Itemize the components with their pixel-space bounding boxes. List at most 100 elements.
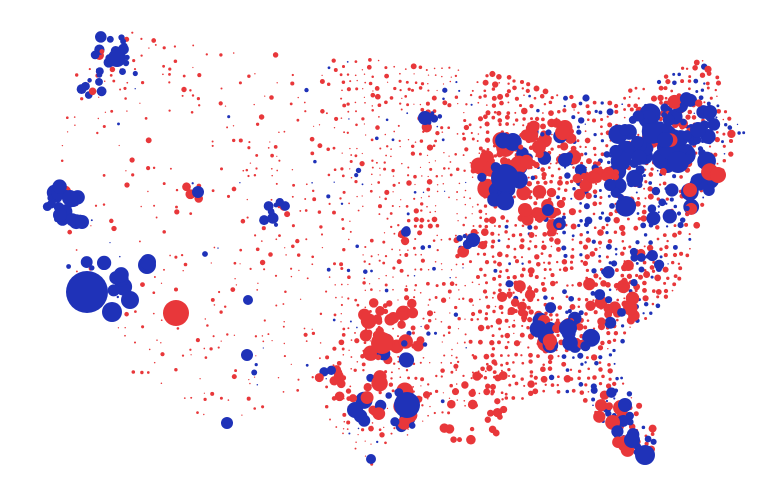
county-bubble: [140, 282, 145, 288]
county-bubble: [258, 114, 265, 120]
county-bubble: [393, 86, 397, 91]
county-bubble: [521, 361, 525, 365]
county-bubble: [706, 86, 710, 90]
county-bubble: [586, 376, 591, 380]
county-bubble: [191, 94, 195, 97]
county-bubble: [276, 82, 278, 84]
county-bubble: [346, 87, 351, 92]
county-bubble: [468, 339, 473, 344]
county-bubble: [405, 80, 409, 84]
metro-county-bubble: [422, 391, 431, 399]
county-bubble: [234, 369, 238, 373]
county-bubble: [118, 144, 120, 147]
metro-county-bubble: [386, 300, 393, 307]
county-bubble: [355, 123, 358, 127]
county-bubble: [349, 168, 351, 170]
county-bubble: [182, 74, 186, 78]
county-bubble: [255, 122, 260, 126]
metro-county-bubble: [580, 340, 591, 352]
county-bubble: [687, 79, 692, 83]
county-bubble: [582, 397, 588, 403]
county-bubble: [131, 370, 136, 374]
county-bubble: [442, 97, 445, 101]
county-bubble: [168, 81, 171, 84]
county-bubble: [608, 353, 613, 357]
county-bubble: [325, 378, 327, 380]
county-bubble: [303, 327, 306, 330]
county-bubble: [132, 59, 136, 63]
county-bubble: [335, 426, 338, 428]
county-bubble: [379, 167, 381, 169]
county-bubble: [605, 383, 612, 389]
major-county-bubble: [371, 332, 393, 354]
county-bubble: [680, 79, 685, 84]
county-bubble: [168, 73, 171, 76]
major-county-bubble: [140, 254, 156, 270]
county-bubble: [435, 223, 440, 228]
county-bubble: [427, 383, 430, 386]
county-bubble: [584, 130, 587, 133]
county-bubble: [407, 166, 410, 169]
county-bubble: [580, 362, 584, 366]
county-bubble: [259, 259, 266, 266]
county-bubble: [490, 244, 495, 249]
metro-county-bubble: [647, 204, 657, 213]
county-bubble: [385, 118, 389, 122]
county-bubble: [485, 130, 490, 134]
county-bubble: [623, 331, 627, 335]
county-bubble: [340, 321, 342, 323]
county-bubble: [133, 68, 137, 71]
county-bubble: [614, 247, 618, 251]
county-bubble: [664, 96, 668, 100]
county-bubble: [98, 96, 100, 98]
county-bubble: [478, 146, 483, 151]
county-bubble: [482, 289, 488, 294]
county-bubble: [665, 79, 671, 85]
county-bubble: [226, 194, 231, 198]
metro-county-bubble: [528, 309, 534, 315]
county-bubble: [364, 81, 367, 84]
county-bubble: [290, 81, 295, 86]
metro-county-bubble: [601, 172, 611, 182]
county-bubble: [512, 79, 516, 83]
county-bubble: [612, 338, 617, 342]
county-bubble: [461, 297, 465, 301]
county-bubble: [369, 189, 373, 193]
county-bubble: [678, 266, 683, 271]
county-bubble: [413, 190, 417, 194]
county-bubble: [260, 240, 263, 242]
county-bubble: [325, 112, 328, 115]
county-bubble: [505, 219, 509, 223]
county-bubble: [440, 399, 445, 404]
major-county-bubble: [604, 179, 616, 191]
county-bubble: [656, 237, 660, 241]
county-bubble: [257, 282, 259, 284]
county-bubble: [269, 95, 274, 100]
county-bubble: [505, 268, 509, 273]
county-bubble: [522, 124, 525, 127]
county-bubble: [264, 95, 266, 97]
county-bubble: [290, 363, 292, 366]
county-bubble: [426, 187, 431, 192]
county-bubble: [421, 175, 423, 177]
county-bubble: [672, 282, 677, 287]
county-bubble: [278, 234, 281, 237]
major-county-bubble: [108, 49, 126, 67]
metro-county-bubble: [410, 325, 416, 331]
county-bubble: [296, 118, 300, 122]
metro-county-bubble: [99, 49, 105, 54]
county-bubble: [520, 341, 522, 343]
county-bubble: [403, 295, 410, 301]
metro-county-bubble: [545, 129, 552, 136]
county-bubble: [360, 428, 365, 432]
county-bubble: [441, 138, 445, 142]
county-bubble: [109, 242, 111, 244]
county-bubble: [506, 275, 511, 280]
county-bubble: [587, 118, 590, 121]
county-bubble: [570, 197, 573, 200]
county-bubble: [577, 376, 581, 381]
county-bubble: [558, 176, 563, 180]
county-bubble: [435, 175, 439, 178]
county-bubble: [727, 116, 732, 121]
metro-county-bubble: [651, 186, 661, 196]
